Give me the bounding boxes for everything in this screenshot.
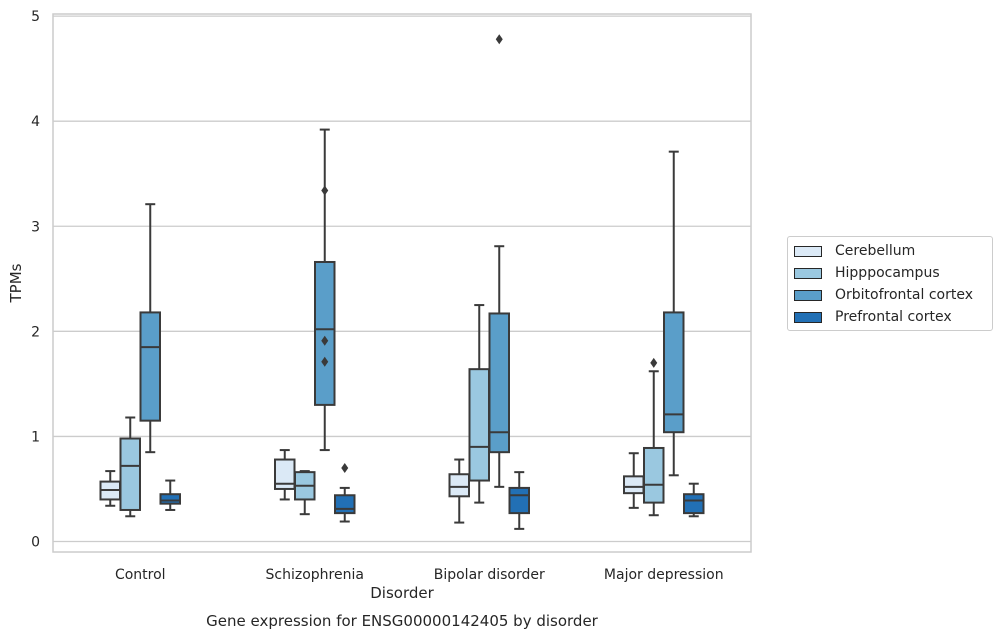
legend-item-prefrontal-cortex: Prefrontal cortex [794, 307, 952, 327]
box [468, 368, 490, 482]
box [508, 486, 530, 515]
box [119, 437, 141, 511]
box [159, 493, 181, 505]
x-tick-label: Control [115, 567, 166, 583]
box-plot [119, 416, 141, 518]
box-plot [623, 452, 645, 509]
box-plot [508, 471, 530, 530]
outlier-point [321, 335, 329, 346]
box-plot [294, 470, 316, 516]
box-plot [139, 203, 161, 454]
x-tick-label: Major depression [604, 567, 724, 583]
outlier-point [341, 462, 349, 473]
legend-item-hippocampus: Hipppocampus [794, 263, 940, 283]
box [623, 475, 645, 495]
box [488, 312, 510, 454]
box-plot [274, 449, 296, 501]
outlier-point [495, 34, 503, 45]
x-tick-labels: Control Schizophrenia Bipolar disorder Majo… [115, 567, 724, 583]
x-axis-label: Disorder [370, 584, 434, 602]
box [683, 493, 705, 515]
x-tick-label: Bipolar disorder [434, 567, 545, 583]
box-plot [488, 34, 510, 488]
y-tick-label: 2 [31, 324, 40, 340]
box-plot [314, 128, 336, 452]
legend-label-orbitofrontal-cortex: Orbitofrontal cortex [835, 287, 973, 303]
box [139, 311, 161, 422]
legend-item-cerebellum: Cerebellum [794, 241, 915, 261]
box-plot [334, 462, 356, 523]
legend-label-cerebellum: Cerebellum [835, 243, 916, 259]
box [663, 311, 685, 434]
legend: Cerebellum Hipppocampus Orbitofrontal co… [787, 236, 993, 331]
box [334, 494, 356, 515]
box-plot [468, 304, 490, 504]
grid-layer [53, 15, 751, 543]
y-tick-label: 4 [31, 114, 40, 130]
y-tick-label: 0 [31, 534, 40, 550]
box-plot [99, 470, 121, 507]
box-plot [663, 150, 685, 477]
legend-swatch-hippocampus [794, 267, 822, 279]
y-tick-label: 1 [31, 429, 40, 445]
legend-label-hippocampus: Hipppocampus [835, 265, 940, 281]
chart-title: Gene expression for ENSG00000142405 by d… [206, 612, 599, 630]
box-plot [448, 458, 470, 524]
plot-frame [52, 13, 752, 553]
box-plot [159, 479, 181, 511]
box-layer [99, 34, 705, 530]
legend-item-orbitofrontal-cortex: Orbitofrontal cortex [794, 285, 973, 305]
y-tick-label: 3 [31, 219, 40, 235]
legend-swatch-cerebellum [794, 245, 822, 257]
x-tick-label: Schizophrenia [266, 567, 364, 583]
box-plot [643, 357, 665, 517]
outlier-point [650, 357, 658, 368]
legend-swatch-orbitofrontal-cortex [794, 289, 822, 301]
legend-swatch-prefrontal-cortex [794, 311, 822, 323]
outlier-point [321, 356, 329, 367]
box [314, 260, 336, 406]
box [448, 473, 470, 498]
box-plot [683, 482, 705, 518]
box [643, 446, 665, 504]
legend-label-prefrontal-cortex: Prefrontal cortex [835, 309, 952, 325]
y-tick-labels: 0 1 2 3 4 5 [31, 9, 40, 550]
y-tick-label: 5 [31, 9, 40, 25]
y-axis-label: TPMs [7, 263, 25, 303]
outlier-point [321, 185, 329, 196]
